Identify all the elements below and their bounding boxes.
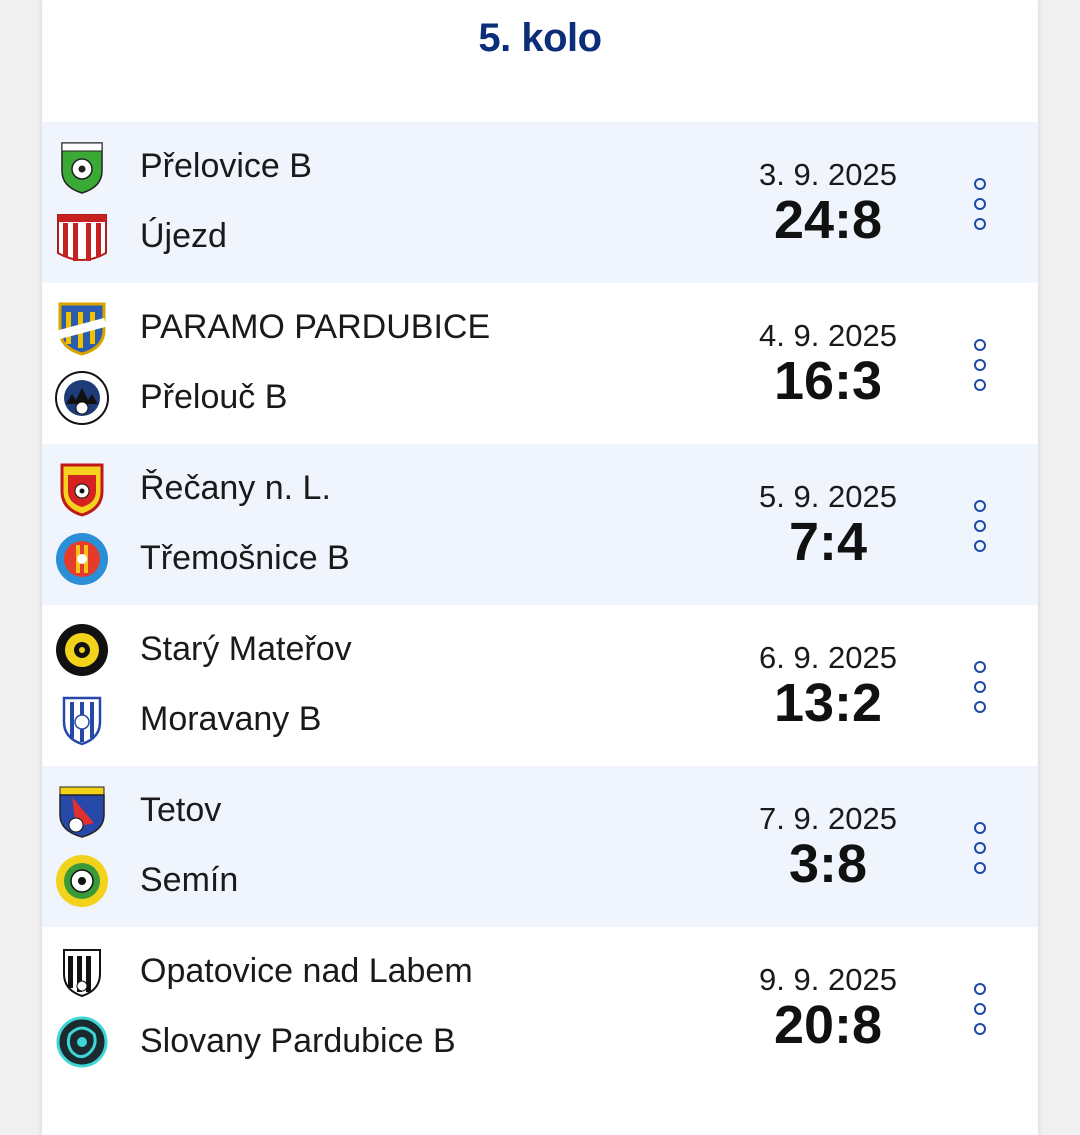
- tremosnice-logo-icon: [54, 531, 110, 587]
- team-name: Řečany n. L.: [140, 469, 331, 507]
- team-name: Slovany Pardubice B: [140, 1022, 456, 1060]
- team-name: Přelouč B: [140, 378, 288, 416]
- opatovice-logo-icon: [54, 944, 110, 1000]
- ujezd-logo-icon: [54, 209, 110, 265]
- away-team: Moravany B: [54, 690, 614, 750]
- team-name: Moravany B: [140, 700, 322, 738]
- match-score: 13:2: [773, 673, 883, 733]
- home-team: Tetov: [54, 781, 614, 841]
- home-team: Starý Mateřov: [54, 620, 614, 680]
- match-score: 3:8: [788, 834, 868, 894]
- match-date: 6. 9. 2025: [759, 640, 897, 675]
- match-score: 24:8: [773, 190, 883, 250]
- team-name: Semín: [140, 861, 239, 899]
- semin-logo-icon: [54, 853, 110, 909]
- match-row[interactable]: Řečany n. L. Třemošnice B 5. 9. 2025 7:4: [42, 444, 1038, 605]
- tetov-logo-icon: [54, 783, 110, 839]
- more-options-icon[interactable]: [970, 661, 990, 713]
- more-options-icon[interactable]: [970, 983, 990, 1035]
- more-options-icon[interactable]: [970, 339, 990, 391]
- match-date: 4. 9. 2025: [759, 318, 897, 353]
- team-name: Přelovice B: [140, 147, 312, 185]
- paramo-logo-icon: [54, 300, 110, 356]
- team-name: Opatovice nad Labem: [140, 952, 473, 990]
- team-name: Tetov: [140, 791, 222, 829]
- away-team: Přelouč B: [54, 368, 614, 428]
- away-team: Újezd: [54, 207, 614, 267]
- match-result: 9. 9. 2025 20:8: [718, 961, 938, 1055]
- more-options-icon[interactable]: [970, 178, 990, 230]
- team-name: Újezd: [140, 217, 227, 255]
- team-name: Starý Mateřov: [140, 630, 352, 668]
- match-row[interactable]: PARAMO PARDUBICE Přelouč B 4. 9. 2025 16…: [42, 283, 1038, 444]
- match-row[interactable]: Tetov Semín 7. 9. 2025 3:8: [42, 766, 1038, 927]
- match-result: 3. 9. 2025 24:8: [718, 156, 938, 250]
- prelouc-logo-icon: [54, 370, 110, 426]
- match-score: 7:4: [788, 512, 868, 572]
- match-score: 16:3: [773, 351, 883, 411]
- match-date: 3. 9. 2025: [759, 157, 897, 192]
- round-title: 5. kolo: [478, 16, 602, 60]
- match-row[interactable]: Starý Mateřov Moravany B 6. 9. 2025 13:2: [42, 605, 1038, 766]
- moravany-logo-icon: [54, 692, 110, 748]
- away-team: Třemošnice B: [54, 529, 614, 589]
- match-row[interactable]: Opatovice nad Labem Slovany Pardubice B …: [42, 927, 1038, 1088]
- match-list: Přelovice B Újezd 3. 9. 2025 2: [42, 122, 1038, 1088]
- recany-logo-icon: [54, 461, 110, 517]
- away-team: Slovany Pardubice B: [54, 1012, 614, 1072]
- match-date: 7. 9. 2025: [759, 801, 897, 836]
- more-options-icon[interactable]: [970, 822, 990, 874]
- team-name: PARAMO PARDUBICE: [140, 308, 491, 346]
- home-team: PARAMO PARDUBICE: [54, 298, 614, 358]
- home-team: Opatovice nad Labem: [54, 942, 614, 1002]
- match-date: 9. 9. 2025: [759, 962, 897, 997]
- match-date: 5. 9. 2025: [759, 479, 897, 514]
- match-result: 7. 9. 2025 3:8: [718, 800, 938, 894]
- match-score: 20:8: [773, 995, 883, 1055]
- away-team: Semín: [54, 851, 614, 911]
- more-options-icon[interactable]: [970, 500, 990, 552]
- prelovice-logo-icon: [54, 139, 110, 195]
- slovany-logo-icon: [54, 1014, 110, 1070]
- match-row[interactable]: Přelovice B Újezd 3. 9. 2025 2: [42, 122, 1038, 283]
- match-result: 4. 9. 2025 16:3: [718, 317, 938, 411]
- home-team: Přelovice B: [54, 137, 614, 197]
- team-name: Třemošnice B: [140, 539, 350, 577]
- round-card: 5. kolo Přelovice B: [42, 0, 1038, 1135]
- stary-materov-logo-icon: [54, 622, 110, 678]
- match-result: 5. 9. 2025 7:4: [718, 478, 938, 572]
- match-result: 6. 9. 2025 13:2: [718, 639, 938, 733]
- home-team: Řečany n. L.: [54, 459, 614, 519]
